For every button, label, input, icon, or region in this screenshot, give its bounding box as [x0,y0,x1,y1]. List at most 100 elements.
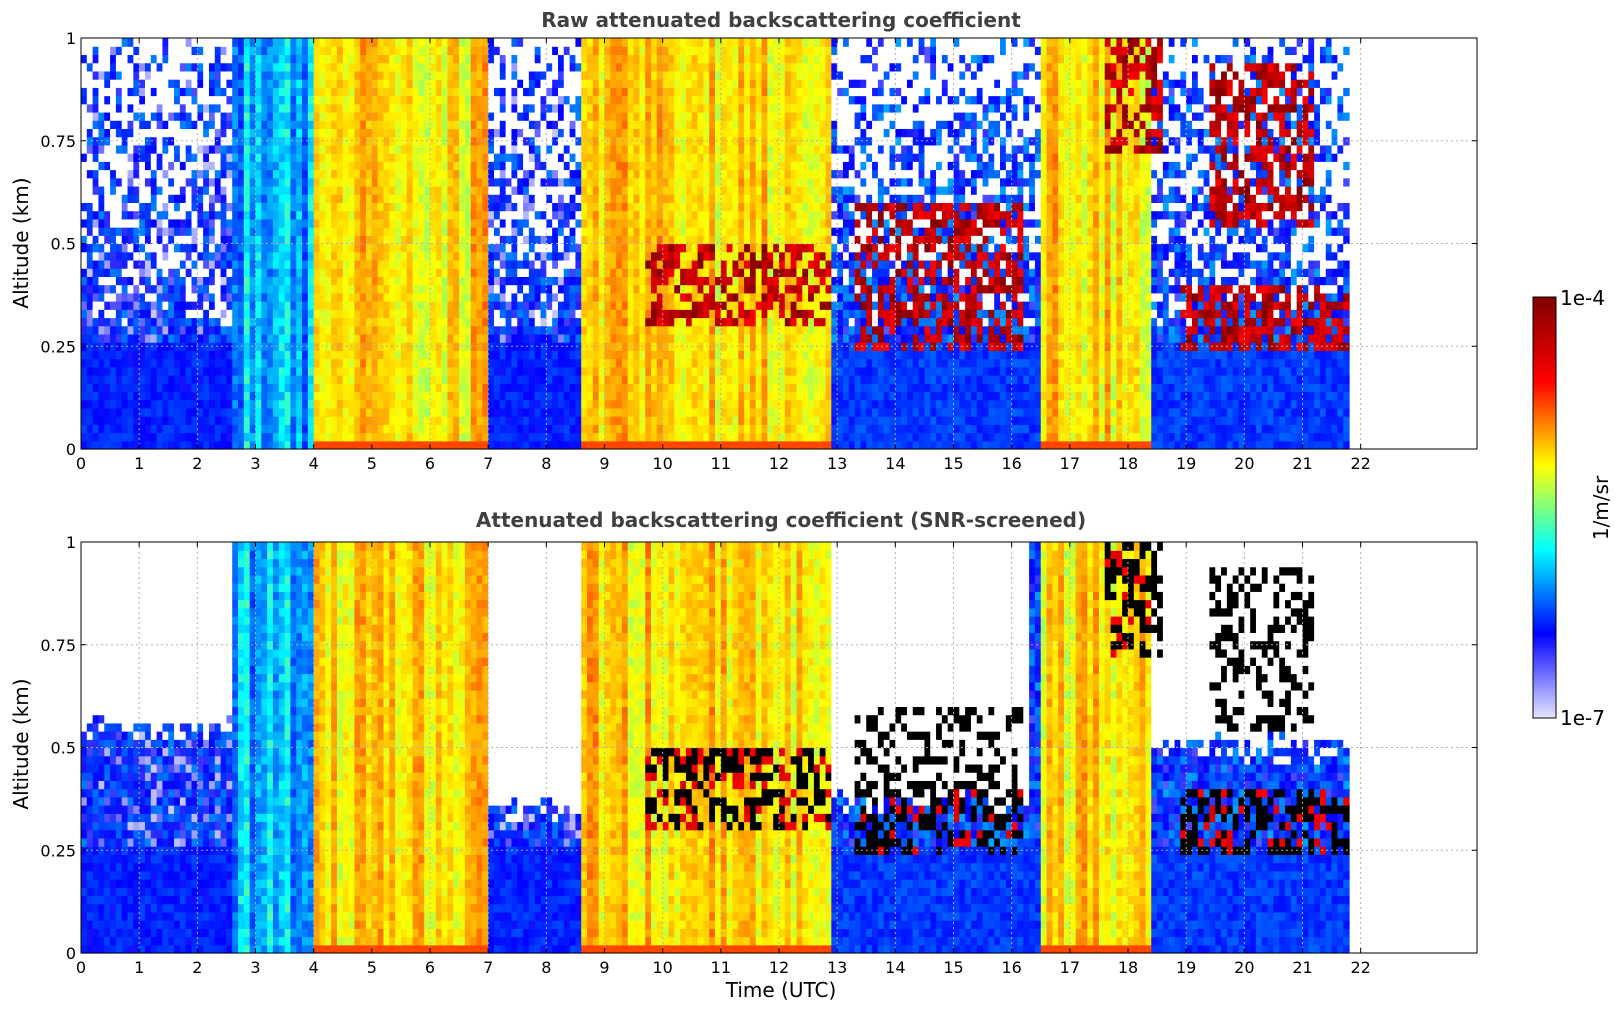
heatmap-cell [278,185,286,195]
heatmap-cell [441,309,449,319]
heatmap-cell [284,432,291,442]
heatmap-cell [552,268,559,277]
heatmap-cell [214,243,222,253]
heatmap-cell [441,136,449,146]
heatmap-cell [238,153,245,162]
heatmap-cell [581,284,588,294]
heatmap-cell [587,227,594,236]
heatmap-cell [488,391,495,401]
heatmap-cell [331,399,338,409]
heatmap-cell [610,284,617,294]
heatmap-cell [540,309,547,319]
heatmap-cell [127,440,134,450]
heatmap-cell [552,333,559,343]
heatmap-cell [418,79,425,88]
heatmap-cell [243,202,251,212]
heatmap-cell [534,251,542,261]
heatmap-cell [406,325,414,335]
heatmap-cell [656,259,664,269]
heatmap-cell [261,284,268,294]
heatmap-cell [261,62,268,72]
heatmap-cell [249,407,257,417]
heatmap-cell [121,383,129,393]
heatmap-cell [557,202,565,212]
heatmap-cell [581,177,588,187]
heatmap-cell [651,301,658,310]
heatmap-cell [208,144,216,154]
heatmap-cell [104,153,111,162]
heatmap-cell [493,243,501,253]
heatmap-cell [267,309,274,319]
heatmap-cell [267,218,274,228]
heatmap-cell [220,194,228,203]
heatmap-cell [575,54,582,64]
heatmap-cell [174,284,181,294]
heatmap-cell [389,399,396,409]
heatmap-cell [139,202,146,212]
heatmap-cell [406,383,414,393]
heatmap-cell [656,111,664,121]
heatmap-cell [191,342,198,351]
heatmap-cell [621,251,629,261]
heatmap-cell [249,120,257,130]
heatmap-cell [587,177,594,187]
heatmap-cell [360,284,367,294]
heatmap-cell [616,424,623,434]
heatmap-cell [144,235,152,245]
heatmap-cell [162,210,169,220]
heatmap-cell [366,87,373,97]
heatmap-cell [418,194,425,203]
heatmap-cell [447,153,454,162]
heatmap-cell [261,407,268,417]
heatmap-cell [86,333,94,343]
heatmap-cell [354,325,361,335]
heatmap-cell [627,301,635,310]
heatmap-cell [418,432,425,442]
heatmap-cell [139,309,146,319]
heatmap-cell [557,399,565,409]
heatmap-cell [511,120,518,130]
heatmap-cell [563,38,571,47]
heatmap-cell [587,194,594,203]
heatmap-cell [424,120,431,130]
heatmap-cell [214,399,222,409]
heatmap-cell [284,350,291,360]
heatmap-cell [517,38,524,47]
heatmap-cell [464,120,472,130]
heatmap-cell [569,70,577,80]
heatmap-cell [371,358,379,368]
heatmap-cell [598,399,606,409]
heatmap-cell [621,325,629,335]
heatmap-cell [528,202,536,212]
heatmap-cell [203,375,210,384]
heatmap-cell [226,54,233,64]
heatmap-cell [342,120,350,130]
heatmap-cell [633,103,640,113]
heatmap-cell [179,301,187,310]
heatmap-cell [238,407,245,417]
heatmap-cell [203,185,210,195]
heatmap-cell [621,317,629,327]
heatmap-cell [110,325,117,335]
heatmap-cell [115,194,123,203]
heatmap-cell [255,210,262,220]
heatmap-cell [296,54,303,64]
heatmap-cell [336,177,344,187]
heatmap-cell [406,128,414,138]
heatmap-cell [447,218,454,228]
heatmap-cell [371,54,379,64]
heatmap-cell [488,383,495,393]
heatmap-cell [435,301,443,310]
heatmap-cell [290,383,297,393]
heatmap-cell [447,317,454,327]
heatmap-cell [115,169,123,179]
heatmap-cell [581,153,588,162]
heatmap-cell [424,202,431,212]
heatmap-cell [203,309,210,319]
heatmap-cell [534,366,542,376]
heatmap-cell [185,251,193,261]
heatmap-cell [162,95,169,105]
heatmap-cell [354,87,361,97]
heatmap-cell [98,366,105,376]
heatmap-cell [476,251,483,261]
